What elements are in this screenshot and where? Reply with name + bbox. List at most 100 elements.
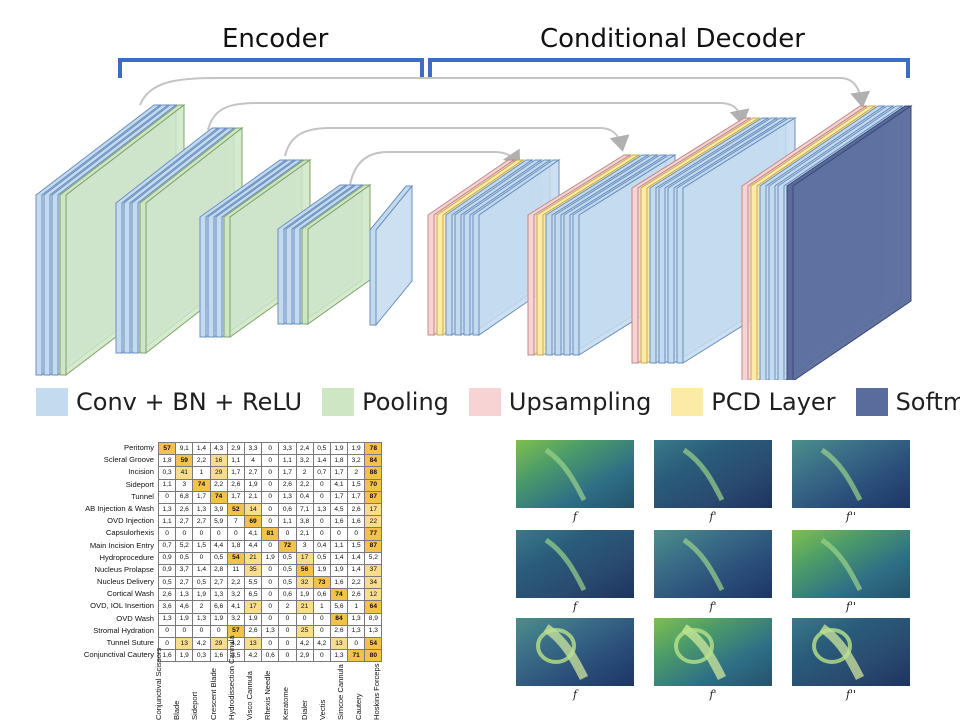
matrix-cell: 12: [364, 588, 383, 602]
matrix-cell: 0: [226, 527, 245, 541]
matrix-cell: 1,6: [329, 576, 349, 590]
matrix-cell: 2,7: [192, 515, 211, 529]
matrix-cell: 0: [209, 624, 228, 639]
matrix-cell: 2,2: [192, 454, 211, 468]
architecture-diagram: [35, 58, 913, 380]
matrix-row-label: OVD, IOL Insertion: [90, 601, 154, 611]
matrix-cell: 0,7: [312, 466, 331, 480]
matrix-cell: 1: [312, 600, 331, 614]
matrix-cell: 0: [261, 441, 280, 456]
matrix-cell: 1,7: [278, 466, 297, 480]
matrix-column-label: Hoskins Forceps: [372, 648, 389, 720]
matrix-column-label-text: Vectis: [317, 699, 327, 720]
matrix-cell: 14: [243, 502, 263, 517]
matrix-cell: 3: [175, 478, 194, 492]
matrix-cell: 2,7: [209, 576, 228, 590]
decoder-bracket: [428, 58, 910, 78]
layer-5-conv-1-face: [375, 184, 413, 327]
matrix-cell: 2: [192, 600, 211, 614]
matrix-cell: 3,6: [157, 600, 177, 614]
matrix-cell: 0,5: [312, 551, 331, 565]
matrix-cell: 0: [347, 527, 366, 541]
matrix-cell: 54: [226, 551, 245, 565]
matrix-cell: 0: [261, 490, 280, 504]
matrix-column-label: Conjunctival Scissors: [154, 648, 171, 720]
matrix-column-label: Rhexis Needle: [263, 648, 280, 720]
matrix-row: 1,6 1,9 0,3 1,6 3,5 4,2 0,6 0 2,9 0 1,3 71 80: [157, 649, 383, 663]
matrix-row: 1,1 2,7 2,7 5,9 7 69 0 1,1 3,8 0 1,6 1,6 22: [157, 515, 383, 529]
matrix-row-label: AB Injection & Wash: [85, 503, 154, 513]
matrix-cell: 87: [364, 539, 383, 553]
matrix-column-label: Keratome: [281, 648, 298, 720]
matrix-cell: 73: [312, 576, 331, 590]
matrix-cell: 0: [261, 600, 280, 614]
matrix-cell: 0: [192, 527, 211, 541]
matrix-cell: 1,6: [347, 515, 366, 529]
matrix-cell: 78: [364, 441, 383, 456]
matrix-cell: 1,8: [157, 454, 177, 468]
matrix-cell: 0: [278, 527, 297, 541]
matrix-cell: 0: [261, 466, 280, 480]
matrix-cell: 2,2: [347, 576, 366, 590]
matrix-cell: 1: [192, 466, 211, 480]
matrix-cell: 1,3: [261, 624, 280, 639]
matrix-cell: 0,4: [295, 490, 314, 504]
matrix-cell: 2,7: [175, 515, 194, 529]
matrix-row-labels: Peritomy Scleral Groove Incision Sideport Tu…: [20, 442, 154, 661]
matrix-cell: 17: [364, 502, 383, 517]
matrix-cell: 80: [364, 649, 383, 663]
matrix-row: 1,3 2,6 1,3 3,9 52 14 0 0,6 7,1 1,3 4,5 2,6 17: [157, 502, 383, 517]
matrix-cell: 1,1: [329, 539, 349, 553]
confusion-matrix: Peritomy Scleral Groove Incision Sideport Tu…: [20, 436, 420, 720]
skip-arrow-1: [139, 77, 871, 108]
matrix-cell: 1,9: [192, 588, 211, 602]
matrix-cell: 1,3: [192, 612, 211, 626]
matrix-cell: 4,3: [209, 441, 228, 456]
legend-item-softmax: Softmax: [855, 388, 960, 416]
matrix-cell: 7,1: [295, 502, 314, 517]
matrix-cell: 88: [364, 466, 383, 480]
matrix-cell: 3,2: [347, 454, 366, 468]
matrix-cell: 74: [329, 588, 349, 602]
matrix-cell: 4,4: [243, 539, 263, 553]
matrix-cell: 2,6: [347, 502, 366, 517]
matrix-cell: 1,5: [347, 478, 366, 492]
matrix-row-label: Stromal Hydration: [93, 625, 154, 635]
feature-map-image: [792, 440, 910, 508]
matrix-cell: 0: [261, 588, 280, 602]
legend-label-conv: Conv + BN + ReLU: [76, 388, 303, 416]
matrix-cell: 16: [209, 454, 228, 468]
matrix-cell: 1,7: [329, 490, 349, 504]
matrix-cell: 2,9: [226, 441, 245, 456]
matrix-cell: 4,1: [243, 527, 263, 541]
legend-item-upsampling: Upsampling: [468, 388, 651, 416]
conv-swatch: [36, 388, 68, 416]
matrix-cell: 1,9: [209, 612, 228, 626]
matrix-cell: 0: [261, 539, 280, 553]
matrix-cell: 7: [226, 515, 245, 529]
matrix-cell: 64: [364, 600, 383, 614]
matrix-cell: 2: [295, 466, 314, 480]
matrix-cell: 0: [312, 624, 331, 639]
matrix-cell: 3,3: [278, 441, 297, 456]
matrix-cell: 1,3: [278, 490, 297, 504]
matrix-row: 0 6,8 1,7 74 1,7 2,1 0 1,3 0,4 0 1,7 1,7 87: [157, 490, 383, 504]
matrix-cell: 0: [295, 612, 314, 626]
pooling-swatch: [322, 388, 355, 416]
matrix-cell: 2,7: [175, 576, 194, 590]
matrix-row: 0,3 41 1 29 1,7 2,7 0 1,7 2 0,7 1,7 2 88: [157, 466, 383, 480]
feature-map-label: f'': [845, 510, 857, 523]
matrix-cell: 4,1: [329, 478, 349, 492]
matrix-cell: 1,1: [226, 454, 245, 468]
matrix-cell: 0: [157, 624, 177, 639]
matrix-cell: 3,2: [295, 454, 314, 468]
matrix-cell: 1,3: [209, 588, 228, 602]
matrix-cell: 5,9: [209, 515, 228, 529]
feature-map-image: [792, 530, 910, 598]
matrix-column-label: Sideport: [190, 648, 207, 720]
matrix-row-label: OVD Wash: [116, 613, 154, 623]
skip-arrow-4: [349, 148, 521, 186]
feature-map-label: f: [572, 688, 578, 701]
matrix-cell: 0,7: [157, 539, 177, 553]
matrix-cell: 4,6: [175, 600, 194, 614]
